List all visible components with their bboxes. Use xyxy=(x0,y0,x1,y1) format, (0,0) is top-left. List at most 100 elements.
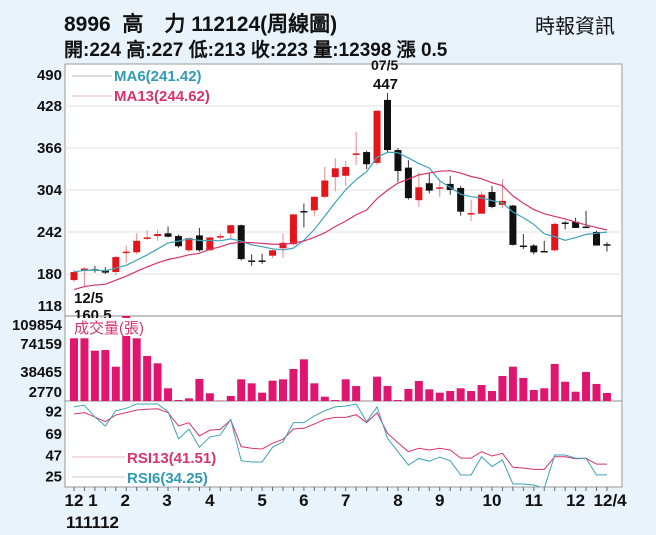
candle-body xyxy=(70,271,78,281)
volume-bar xyxy=(540,388,549,401)
volume-bar xyxy=(164,388,173,401)
volume-bar xyxy=(508,366,517,401)
candlestick xyxy=(258,253,266,264)
candlestick xyxy=(321,166,329,199)
candle-body xyxy=(248,260,256,262)
volume-bar xyxy=(529,389,538,401)
candle-body xyxy=(572,221,580,228)
candlestick xyxy=(279,233,287,258)
plot-area xyxy=(64,63,623,488)
rsi6-line xyxy=(73,403,607,487)
candle-body xyxy=(352,153,360,155)
rsi-tick-label: 25 xyxy=(45,469,62,486)
volume-tick-label: 2770 xyxy=(29,384,62,401)
candlestick xyxy=(185,237,193,253)
candle-body xyxy=(394,150,402,172)
candlestick xyxy=(572,217,580,228)
candle-body xyxy=(185,238,193,251)
x-tick-label: 12/4 xyxy=(594,491,628,510)
candlestick xyxy=(269,249,277,258)
volume-bar xyxy=(310,383,319,401)
x-year-label: 111112 xyxy=(66,513,119,532)
candle-body xyxy=(519,245,527,248)
volume-bar xyxy=(425,389,434,401)
candle-body xyxy=(467,213,475,215)
candlestick xyxy=(384,93,391,153)
candlestick xyxy=(133,233,141,255)
volume-bar xyxy=(143,355,152,401)
candle-body xyxy=(80,268,88,271)
volume-bar xyxy=(582,371,591,401)
volume-bar xyxy=(247,383,256,401)
ma6-line xyxy=(73,151,608,273)
x-tick-label: 8 xyxy=(393,491,402,510)
candlestick xyxy=(310,196,318,216)
candle-body xyxy=(415,187,423,201)
volume-bar xyxy=(477,385,486,401)
low-date-annotation: 12/5 xyxy=(74,290,103,307)
volume-bar xyxy=(90,350,99,401)
candle-body xyxy=(582,226,590,229)
volume-bar xyxy=(237,379,246,401)
rsi-tick-label: 47 xyxy=(45,447,62,464)
candle-body xyxy=(478,194,486,214)
x-tick-label: 4 xyxy=(205,491,215,510)
candle-body xyxy=(425,183,433,191)
candlestick xyxy=(216,233,224,240)
volume-bar xyxy=(393,400,402,401)
candlestick xyxy=(164,226,172,238)
candle-body xyxy=(164,233,172,237)
candlestick xyxy=(352,131,360,165)
volume-tick-label: 74159 xyxy=(20,336,62,353)
candle-body xyxy=(457,187,465,212)
candlestick xyxy=(540,240,548,253)
candlestick xyxy=(467,199,475,222)
volume-bar xyxy=(226,395,235,401)
candlestick xyxy=(206,236,214,251)
chart-title: 8996 高 力 112124(周線圖) xyxy=(64,13,338,36)
ma13-line xyxy=(73,170,608,291)
volume-bar xyxy=(184,398,193,401)
volume-bar xyxy=(498,375,507,401)
candlestick xyxy=(342,160,350,186)
candle-body xyxy=(154,234,162,237)
candle-body xyxy=(289,214,297,245)
candle-body xyxy=(342,166,350,176)
volume-bar xyxy=(446,391,455,401)
volume-bar xyxy=(488,391,496,401)
volume-bar xyxy=(122,316,131,401)
candlestick xyxy=(227,225,235,239)
candle-body xyxy=(373,110,381,163)
volume-bar xyxy=(456,388,465,401)
volume-bar xyxy=(195,379,204,401)
x-tick-label: 6 xyxy=(299,491,308,510)
high-date-annotation: 07/5 xyxy=(371,57,398,73)
price-tick-label: 242 xyxy=(37,224,62,241)
volume-bar xyxy=(258,392,267,401)
candlestick xyxy=(509,204,517,246)
volume-label-bg xyxy=(72,318,142,336)
volume-bar xyxy=(414,381,423,401)
candle-body xyxy=(540,250,548,253)
candle-body xyxy=(603,244,611,246)
x-tick-label: 9 xyxy=(435,491,444,510)
ma6-legend: MA6(241.42) xyxy=(114,68,202,85)
candle-body xyxy=(509,205,517,245)
candlestick xyxy=(530,244,538,255)
x-tick-label: 3 xyxy=(162,491,171,510)
candle-body xyxy=(300,211,308,213)
candle-body xyxy=(101,270,109,273)
rsi-tick-label: 69 xyxy=(45,426,62,443)
volume-bar xyxy=(561,381,570,401)
candlestick xyxy=(488,185,496,209)
candle-body xyxy=(133,240,141,253)
candle-body xyxy=(436,187,444,189)
candle-body xyxy=(216,236,224,238)
candle-body xyxy=(227,225,235,234)
volume-bar xyxy=(268,380,277,401)
candlestick xyxy=(415,172,423,207)
candle-body xyxy=(488,192,496,207)
price-tick-label: 428 xyxy=(37,98,62,115)
volume-tick-label: 109854 xyxy=(12,317,63,334)
